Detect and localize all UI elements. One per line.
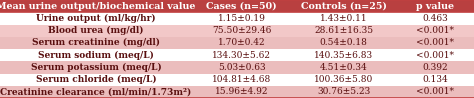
Text: 100.36±5.80: 100.36±5.80 xyxy=(314,75,373,84)
Text: 5.03±0.63: 5.03±0.63 xyxy=(218,63,265,72)
Bar xyxy=(192,74,292,86)
Bar xyxy=(396,12,474,24)
Text: 140.35±6.83: 140.35±6.83 xyxy=(314,51,373,60)
Bar xyxy=(192,24,292,37)
Text: <0.001*: <0.001* xyxy=(416,26,454,35)
Bar xyxy=(192,12,292,24)
Text: Blood urea (mg/dl): Blood urea (mg/dl) xyxy=(48,26,144,35)
Bar xyxy=(292,37,396,49)
Text: 28.61±16.35: 28.61±16.35 xyxy=(314,26,373,35)
Bar xyxy=(396,49,474,61)
Bar xyxy=(0,86,192,98)
Text: Mean urine output/biochemical value: Mean urine output/biochemical value xyxy=(0,2,196,11)
Text: 15.96±4.92: 15.96±4.92 xyxy=(215,87,268,96)
Text: 75.50±29.46: 75.50±29.46 xyxy=(212,26,272,35)
Text: 1.43±0.11: 1.43±0.11 xyxy=(320,14,367,23)
Bar xyxy=(0,61,192,74)
Text: <0.001*: <0.001* xyxy=(416,38,454,47)
Bar xyxy=(292,24,396,37)
Bar xyxy=(0,74,192,86)
Text: Cases (n=50): Cases (n=50) xyxy=(207,2,277,11)
Bar xyxy=(396,37,474,49)
Bar xyxy=(0,0,192,12)
Bar xyxy=(192,0,292,12)
Text: 104.81±4.68: 104.81±4.68 xyxy=(212,75,271,84)
Text: 134.30±5.62: 134.30±5.62 xyxy=(212,51,271,60)
Bar xyxy=(0,24,192,37)
Bar xyxy=(396,61,474,74)
Text: p value: p value xyxy=(416,2,454,11)
Bar xyxy=(292,74,396,86)
Bar xyxy=(292,49,396,61)
Bar xyxy=(0,12,192,24)
Text: 30.76±5.23: 30.76±5.23 xyxy=(317,87,370,96)
Text: Creatinine clearance (ml/min/1.73m²): Creatinine clearance (ml/min/1.73m²) xyxy=(0,87,191,96)
Bar xyxy=(292,61,396,74)
Text: <0.001*: <0.001* xyxy=(416,87,454,96)
Text: 1.15±0.19: 1.15±0.19 xyxy=(218,14,266,23)
Text: 0.392: 0.392 xyxy=(422,63,448,72)
Bar xyxy=(396,74,474,86)
Bar xyxy=(396,86,474,98)
Bar xyxy=(192,86,292,98)
Text: Serum creatinine (mg/dl): Serum creatinine (mg/dl) xyxy=(32,38,160,47)
Bar xyxy=(0,37,192,49)
Bar xyxy=(292,12,396,24)
Text: 0.54±0.18: 0.54±0.18 xyxy=(319,38,368,47)
Text: <0.001*: <0.001* xyxy=(416,51,454,60)
Bar xyxy=(192,37,292,49)
Text: Serum sodium (meq/L): Serum sodium (meq/L) xyxy=(38,51,154,60)
Text: Urine output (ml/kg/hr): Urine output (ml/kg/hr) xyxy=(36,14,156,23)
Text: 0.463: 0.463 xyxy=(422,14,448,23)
Bar xyxy=(192,49,292,61)
Text: Serum chloride (meq/L): Serum chloride (meq/L) xyxy=(36,75,156,84)
Text: 4.51±0.34: 4.51±0.34 xyxy=(320,63,367,72)
Bar xyxy=(292,0,396,12)
Bar xyxy=(396,24,474,37)
Text: Controls (n=25): Controls (n=25) xyxy=(301,2,387,11)
Text: Serum potassium (meq/L): Serum potassium (meq/L) xyxy=(31,63,161,72)
Bar xyxy=(192,61,292,74)
Text: 1.70±0.42: 1.70±0.42 xyxy=(218,38,265,47)
Bar xyxy=(396,0,474,12)
Text: 0.134: 0.134 xyxy=(422,75,448,84)
Bar xyxy=(292,86,396,98)
Bar xyxy=(0,49,192,61)
